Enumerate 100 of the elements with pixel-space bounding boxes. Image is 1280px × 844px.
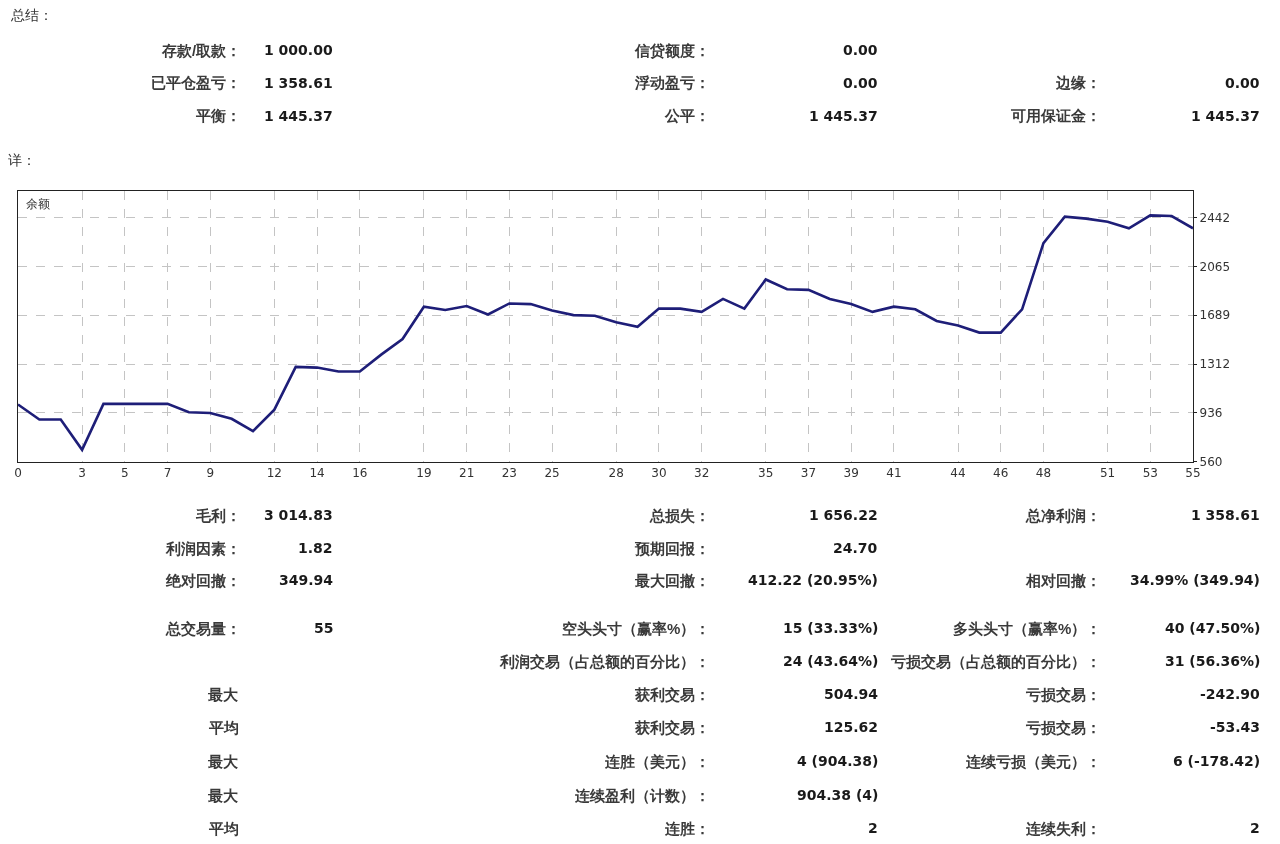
text: 最大回撤： (634, 572, 710, 589)
x-tick-label: 16 (352, 466, 368, 480)
text: 904.38 (4) (797, 787, 879, 803)
text: 0.00 (1225, 75, 1260, 91)
text: 1 445.37 (809, 108, 878, 124)
text: 获利交易： (634, 719, 710, 736)
y-tick-label: 2442 (1199, 210, 1231, 225)
text: 获利交易： (634, 686, 710, 703)
x-tick-label: 7 (163, 466, 172, 480)
text: 绝对回撤： (165, 572, 241, 589)
x-tick-label: 12 (266, 466, 282, 480)
x-tick-label: 19 (416, 466, 432, 480)
y-tick-label: 2065 (1199, 259, 1231, 274)
text: 亏损交易（占总额的百分比）： (890, 653, 1101, 670)
text: 利润交易（占总额的百分比）： (499, 653, 710, 670)
text: 0.00 (843, 75, 878, 91)
x-tick-label: 21 (459, 466, 475, 480)
text: 平衡： (195, 107, 241, 124)
text: 125.62 (824, 719, 879, 735)
text: 亏损交易： (1025, 686, 1101, 703)
x-tick-label: 25 (544, 466, 560, 480)
text: 1 358.61 (264, 75, 333, 91)
text: 24 (43.64%) (783, 653, 879, 669)
x-tick-label: 23 (501, 466, 517, 480)
text: 连胜（美元）： (604, 753, 710, 770)
text: 1.82 (298, 540, 333, 556)
text: 最大 (207, 686, 239, 703)
x-tick-label: 41 (886, 466, 902, 480)
text: 349.94 (279, 572, 334, 588)
text: 1 358.61 (1191, 507, 1260, 523)
y-tick-label: 936 (1199, 405, 1223, 420)
text: 连胜： (664, 820, 710, 837)
text: 可用保证金： (1010, 107, 1101, 124)
x-tick-label: 32 (694, 466, 710, 480)
text: 40 (47.50%) (1165, 620, 1261, 636)
text: 连续盈利（计数）： (574, 787, 710, 804)
text: 浮动盈亏： (634, 74, 710, 91)
text: 504.94 (824, 686, 879, 702)
text: 1 656.22 (809, 507, 878, 523)
text: 毛利： (195, 507, 241, 524)
text: 最大 (207, 753, 239, 770)
x-tick-label: 9 (206, 466, 215, 480)
x-tick-label: 44 (950, 466, 966, 480)
x-tick-label: 30 (651, 466, 667, 480)
text: 1 000.00 (264, 42, 333, 58)
x-tick-label: 53 (1142, 466, 1158, 480)
x-tick-label: 37 (800, 466, 817, 480)
x-tick-label: 14 (309, 466, 325, 480)
text: 34.99% (349.94) (1130, 572, 1261, 588)
text: 连续失利： (1025, 820, 1101, 837)
text: 2 (1250, 820, 1260, 836)
x-tick-label: 3 (78, 466, 86, 480)
y-tick-label: 560 (1199, 454, 1223, 469)
text: 相对回撤： (1025, 572, 1101, 589)
x-tick-label: 39 (843, 466, 859, 480)
text: 412.22 (20.95%) (748, 572, 879, 588)
text: 6 (-178.42) (1173, 753, 1261, 769)
text: 总损失： (649, 507, 710, 524)
text: 总结： (10, 7, 53, 23)
x-tick-label: 51 (1099, 466, 1116, 480)
text: 预期回报： (634, 540, 710, 557)
text: 3 014.83 (264, 507, 333, 523)
x-tick-label: 55 (1185, 466, 1201, 480)
text: 31 (56.36%) (1165, 653, 1261, 669)
text: 存款/取款： (161, 42, 242, 59)
x-tick-label: 5 (121, 466, 129, 480)
text: 多头头寸（赢率%）： (953, 620, 1102, 637)
x-tick-label: 28 (608, 466, 624, 480)
text: 平均 (208, 719, 239, 736)
text: 总交易量： (165, 620, 241, 637)
text: -242.90 (1200, 686, 1261, 702)
text: 公平： (664, 107, 710, 124)
text: 亏损交易： (1025, 719, 1101, 736)
text: 2 (868, 820, 878, 836)
text: 已平仓盈亏： (151, 74, 241, 91)
text: 空头头寸（赢率%）： (562, 620, 711, 637)
line-series (18, 214, 1193, 452)
text: 信贷额度： (634, 42, 710, 59)
text: 最大 (207, 787, 239, 804)
text: 连续亏损（美元）： (965, 753, 1101, 770)
text: 15 (33.33%) (783, 620, 879, 636)
x-tick-label: 0 (14, 466, 22, 480)
y-tick-label: 1689 (1199, 308, 1231, 323)
chart-title: 详： (8, 151, 36, 168)
y-axis-title: 余额 (26, 197, 50, 211)
x-tick-label: 48 (1035, 466, 1052, 480)
text: 24.70 (833, 540, 878, 556)
text: 55 (314, 620, 334, 636)
text: 4 (904.38) (797, 753, 879, 769)
text: 0.00 (843, 42, 878, 58)
text: 总净利润： (1025, 507, 1101, 524)
text: 平均 (208, 820, 239, 837)
text: 1 445.37 (264, 108, 333, 124)
y-tick-label: 1312 (1199, 357, 1231, 372)
x-tick-label: 35 (758, 466, 774, 480)
text: 利润因素： (165, 540, 241, 557)
x-tick-label: 46 (993, 466, 1009, 480)
text: -53.43 (1210, 719, 1261, 735)
text: 1 445.37 (1191, 108, 1260, 124)
text: 边缘： (1055, 74, 1101, 91)
